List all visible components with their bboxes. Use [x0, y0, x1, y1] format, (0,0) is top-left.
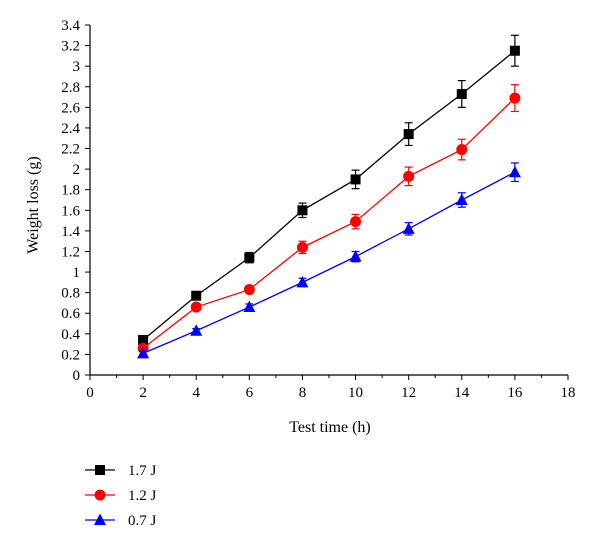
- x-tick-label: 14: [454, 385, 470, 401]
- legend: 1.7 J 1.2 J 0.7 J: [85, 463, 157, 529]
- series-0_7-J: [137, 162, 521, 359]
- y-tick-label: 1.8: [61, 183, 80, 199]
- y-tick-label: 1.2: [61, 244, 80, 260]
- data-point: [455, 193, 468, 205]
- data-point: [297, 205, 308, 216]
- series-line: [142, 50, 516, 341]
- data-point: [349, 250, 362, 262]
- y-tick-label: 2.8: [61, 80, 80, 96]
- data-point: [402, 222, 415, 234]
- x-tick-label: 0: [86, 385, 94, 401]
- series-line: [142, 97, 516, 349]
- axes: 0 2 4 6 8 10 12 14 16 18 0 0.2 0.4 0.6 0.8 1 1.2 1.4 1.6 1.…: [61, 18, 575, 401]
- data-point: [137, 346, 150, 359]
- legend-label: 1.7 J: [128, 463, 157, 479]
- data-point: [403, 170, 415, 182]
- y-tick-label: 0.8: [61, 286, 80, 302]
- data-point: [190, 301, 202, 313]
- x-tick-label: 18: [561, 385, 576, 401]
- y-tick-label: 1: [73, 265, 81, 281]
- data-point: [456, 88, 467, 99]
- legend-marker: [94, 489, 106, 501]
- y-tick-label: 0: [73, 368, 81, 384]
- data-point: [508, 165, 521, 178]
- data-point: [350, 174, 361, 185]
- data-point: [243, 284, 255, 296]
- series-line: [142, 171, 516, 354]
- legend-entry: 1.7 J: [85, 463, 157, 479]
- x-tick-label: 12: [401, 385, 416, 401]
- y-tick-label: 2: [73, 162, 81, 178]
- series-1_7-J: [138, 34, 520, 345]
- x-tick-label: 16: [507, 385, 523, 401]
- data-point: [243, 300, 256, 313]
- y-tick-label: 2.6: [61, 100, 80, 116]
- data-point: [296, 241, 308, 253]
- legend-marker: [95, 465, 105, 475]
- y-tick-label: 0.2: [61, 347, 80, 363]
- x-tick-label: 8: [299, 385, 307, 401]
- y-tick-label: 0.4: [61, 327, 80, 343]
- data-point: [191, 290, 202, 301]
- legend-entry: 1.2 J: [85, 488, 157, 504]
- legend-label: 0.7 J: [128, 513, 157, 529]
- legend-marker: [94, 513, 106, 525]
- x-tick-label: 4: [192, 385, 200, 401]
- data-point: [509, 92, 521, 104]
- y-axis-label: Weight loss (g): [25, 156, 42, 253]
- y-tick-label: 0.6: [61, 306, 80, 322]
- data-point: [296, 275, 309, 288]
- data-point: [456, 144, 468, 156]
- data-point: [509, 45, 520, 56]
- x-tick-label: 10: [348, 385, 363, 401]
- y-tick-label: 1.4: [61, 224, 80, 240]
- y-tick-label: 3.4: [61, 18, 80, 34]
- x-axis-label: Test time (h): [289, 419, 371, 436]
- series-1_2-J: [137, 84, 521, 354]
- y-tick-label: 3.2: [61, 39, 80, 55]
- y-tick-label: 1.6: [61, 203, 80, 219]
- y-tick-label: 3: [73, 59, 81, 75]
- y-tick-label: 2.2: [61, 142, 80, 158]
- y-tick-label: 2.4: [61, 121, 80, 137]
- data-point: [244, 252, 255, 263]
- data-point: [190, 324, 203, 336]
- legend-label: 1.2 J: [128, 488, 157, 504]
- data-point: [138, 335, 149, 345]
- series-layer: [137, 34, 521, 359]
- x-tick-label: 2: [139, 385, 147, 401]
- data-point: [403, 129, 414, 140]
- legend-entry: 0.7 J: [85, 513, 157, 529]
- x-tick-label: 6: [246, 385, 254, 401]
- data-point: [350, 216, 362, 228]
